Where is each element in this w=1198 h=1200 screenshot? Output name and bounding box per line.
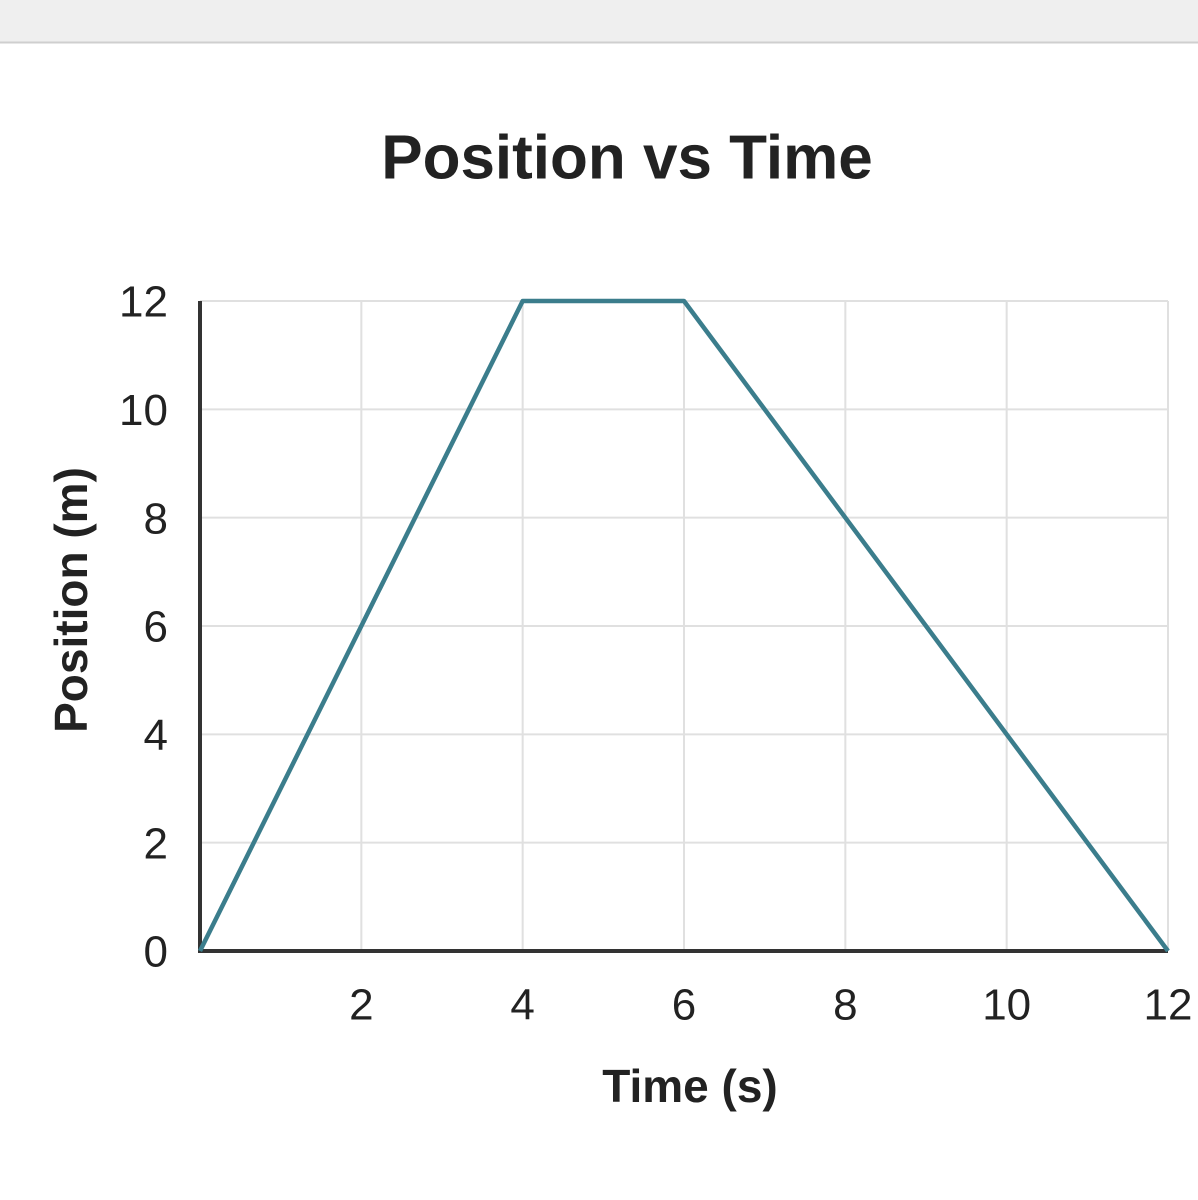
y-tick-label: 8 <box>144 494 168 543</box>
x-tick-label: 2 <box>349 981 373 1030</box>
y-tick-label: 6 <box>144 603 168 652</box>
x-tick-label: 4 <box>510 981 534 1030</box>
top-bar <box>0 0 1198 42</box>
y-tick-label: 10 <box>119 386 168 435</box>
x-axis-label: Time (s) <box>602 1060 778 1112</box>
x-tick-label: 8 <box>833 981 857 1030</box>
y-tick-label: 0 <box>144 928 168 977</box>
x-tick-label: 12 <box>1144 981 1193 1030</box>
x-tick-label: 10 <box>982 981 1031 1030</box>
chart-title: Position vs Time <box>381 123 873 192</box>
data-line <box>197 298 1170 953</box>
y-axis-label: Position (m) <box>45 467 97 733</box>
y-tick-label: 4 <box>144 711 168 760</box>
x-tick-label: 6 <box>672 981 696 1030</box>
y-tick-label: 2 <box>144 819 168 868</box>
y-tick-label: 12 <box>119 278 168 327</box>
